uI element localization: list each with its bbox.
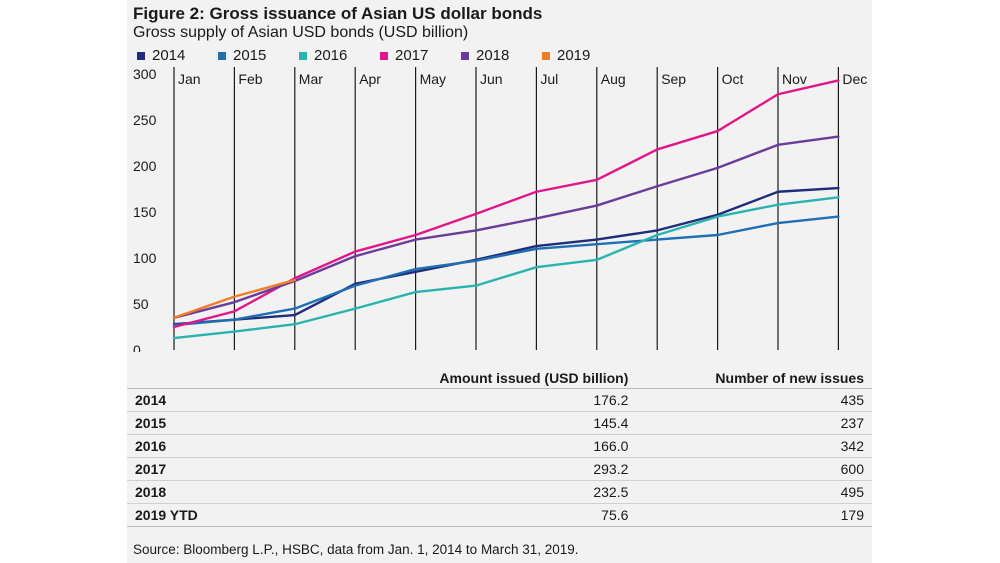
table-row: 2014 176.2 435: [127, 388, 872, 412]
table-row: 2019 YTD 75.6 179: [127, 503, 872, 527]
row-issues: 179: [636, 503, 872, 527]
legend-item-2017: 2017: [376, 47, 457, 64]
chart-title: Figure 2: Gross issuance of Asian US dol…: [133, 4, 543, 23]
series-line-2017: [172, 79, 840, 329]
legend-swatch: [137, 51, 145, 60]
legend-item-2016: 2016: [295, 47, 376, 64]
table-row: 2015 145.4 237: [127, 411, 872, 435]
row-issues: 495: [636, 480, 872, 504]
x-tick-label: Oct: [722, 71, 744, 87]
x-tick-label: Nov: [782, 71, 807, 87]
legend-label: 2018: [476, 47, 510, 64]
row-amount: 166.0: [343, 434, 637, 458]
legend-label: 2017: [395, 47, 429, 64]
table-header-issues: Number of new issues: [636, 367, 872, 389]
row-issues: 435: [636, 388, 872, 412]
series-line-2014: [172, 186, 840, 326]
row-amount: 293.2: [343, 457, 637, 481]
row-amount: 145.4: [343, 411, 637, 435]
row-year: 2018: [127, 480, 343, 504]
y-tick-label: 250: [133, 112, 157, 128]
x-tick-label: Mar: [299, 71, 323, 87]
y-tick-label: 150: [133, 204, 157, 220]
row-amount: 176.2: [343, 388, 637, 412]
row-amount: 232.5: [343, 480, 637, 504]
x-tick-label: Jan: [178, 71, 201, 87]
table-row: 2016 166.0 342: [127, 434, 872, 458]
legend-item-2019: 2019: [538, 47, 619, 64]
legend-swatch: [218, 51, 226, 60]
legend-label: 2014: [152, 47, 186, 64]
table-header-year: [127, 367, 343, 389]
legend-swatch: [380, 51, 388, 60]
legend-swatch: [461, 51, 469, 60]
row-year: 2019 YTD: [127, 503, 343, 527]
row-year: 2015: [127, 411, 343, 435]
legend-item-2014: 2014: [133, 47, 214, 64]
row-year: 2014: [127, 388, 343, 412]
legend-swatch: [299, 51, 307, 60]
line-chart: Jan Feb Mar Apr May Jun Jul Aug Sep Oct Nov Dec 0 50 1…: [133, 66, 867, 352]
x-tick-label: May: [420, 71, 446, 87]
series-line-2018: [172, 135, 840, 320]
issuance-table: Amount issued (USD billion) Number of ne…: [127, 367, 872, 527]
x-tick-label: Sep: [661, 71, 686, 87]
x-tick-label: Aug: [601, 71, 626, 87]
table-header-amount: Amount issued (USD billion): [343, 367, 637, 389]
x-tick-label: Apr: [359, 71, 381, 87]
table-row: 2017 293.2 600: [127, 457, 872, 481]
y-tick-label: 50: [133, 296, 149, 312]
row-year: 2017: [127, 457, 343, 481]
x-tick-label: Dec: [842, 71, 867, 87]
y-tick-label: 100: [133, 250, 157, 266]
table-header-row: Amount issued (USD billion) Number of ne…: [127, 367, 872, 389]
row-issues: 342: [636, 434, 872, 458]
row-year: 2016: [127, 434, 343, 458]
x-tick-label: Feb: [238, 71, 262, 87]
row-issues: 600: [636, 457, 872, 481]
legend-swatch: [542, 51, 550, 60]
y-tick-label: 200: [133, 158, 157, 174]
series-line-2016: [172, 196, 840, 340]
legend-label: 2015: [233, 47, 267, 64]
x-tick-label: Jun: [480, 71, 503, 87]
chart-subtitle: Gross supply of Asian USD bonds (USD bil…: [133, 24, 469, 41]
source-note: Source: Bloomberg L.P., HSBC, data from …: [133, 542, 579, 557]
row-issues: 237: [636, 411, 872, 435]
y-tick-label: 0: [133, 342, 141, 352]
y-tick-label: 300: [133, 66, 157, 82]
legend-label: 2019: [557, 47, 591, 64]
legend-item-2015: 2015: [214, 47, 295, 64]
row-amount: 75.6: [343, 503, 637, 527]
table-row: 2018 232.5 495: [127, 480, 872, 504]
series-line-2015: [172, 215, 840, 327]
x-tick-label: Jul: [540, 71, 558, 87]
series-line-2019: [172, 278, 297, 320]
legend-label: 2016: [314, 47, 348, 64]
chart-legend: 2014 2015 2016 2017 2018 2019: [133, 47, 619, 64]
legend-item-2018: 2018: [457, 47, 538, 64]
